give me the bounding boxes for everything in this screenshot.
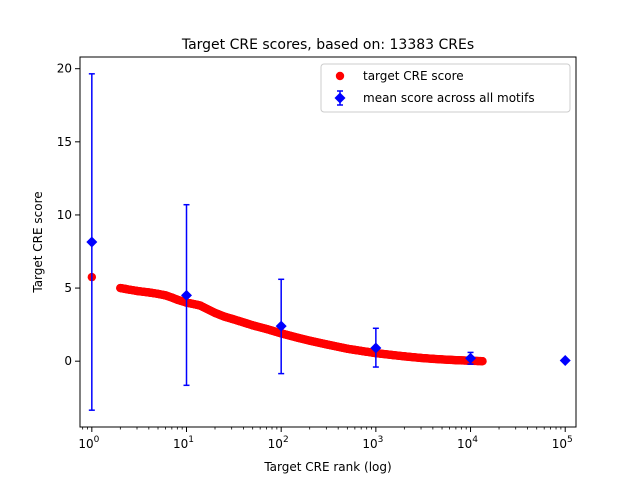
blue-data-point (370, 342, 382, 354)
red-data-point (400, 352, 409, 361)
red-data-point (451, 355, 461, 365)
x-axis: 100 101 102 103 104 105 (78, 427, 573, 451)
blue-data-point (181, 289, 193, 301)
x-tick-label: 100 (78, 435, 99, 451)
y-tick-label: 10 (57, 208, 72, 222)
y-tick-label: 15 (57, 135, 72, 149)
chart-title: Target CRE scores, based on: 13383 CREs (181, 37, 474, 53)
red-data-point (144, 288, 154, 297)
red-data-point (132, 286, 142, 296)
red-data-point (153, 289, 163, 299)
legend-marker-blue (334, 92, 346, 104)
red-data-point (239, 318, 248, 327)
x-tick-label: 105 (552, 435, 573, 451)
series-target-cre-score (87, 272, 487, 366)
plot-area (86, 73, 571, 411)
red-data-point (305, 336, 314, 345)
y-axis: 0 5 10 15 20 (57, 62, 80, 368)
plot-frame (79, 56, 577, 428)
blue-data-point (465, 352, 477, 364)
y-axis-label: Target CRE score (31, 191, 45, 293)
red-data-point (388, 350, 397, 360)
y-tick-label: 20 (57, 62, 72, 76)
red-data-point (343, 344, 352, 353)
red-data-point (262, 324, 271, 334)
red-data-point (198, 302, 208, 312)
red-data-point (116, 283, 125, 293)
legend: target CRE score mean score across all mo… (320, 63, 571, 113)
legend-label: mean score across all motifs (363, 91, 535, 105)
y-tick-label: 0 (64, 354, 72, 368)
red-data-point (322, 340, 331, 349)
red-data-point (478, 356, 487, 366)
x-tick-label: 103 (362, 435, 383, 451)
legend-label: target CRE score (363, 69, 464, 83)
x-axis-label: Target CRE rank (log) (263, 460, 391, 474)
red-data-point (210, 308, 220, 318)
red-data-point (161, 291, 170, 300)
x-tick-label: 102 (268, 435, 289, 451)
red-data-point (437, 355, 447, 364)
legend-marker-red (335, 71, 345, 81)
y-tick-label: 5 (64, 281, 72, 295)
red-data-point (356, 346, 366, 356)
red-data-point (293, 333, 303, 342)
legend-box (320, 63, 571, 113)
red-data-point (416, 353, 426, 363)
red-data-point (248, 321, 257, 330)
x-tick-label: 101 (173, 435, 194, 451)
x-tick-label: 104 (457, 435, 478, 451)
red-data-point (219, 312, 229, 321)
series-mean-score (86, 73, 571, 411)
blue-data-point (86, 236, 98, 248)
blue-data-point (559, 354, 571, 366)
red-data-point (428, 354, 438, 364)
blue-data-point (275, 320, 287, 332)
red-data-point (227, 314, 236, 323)
